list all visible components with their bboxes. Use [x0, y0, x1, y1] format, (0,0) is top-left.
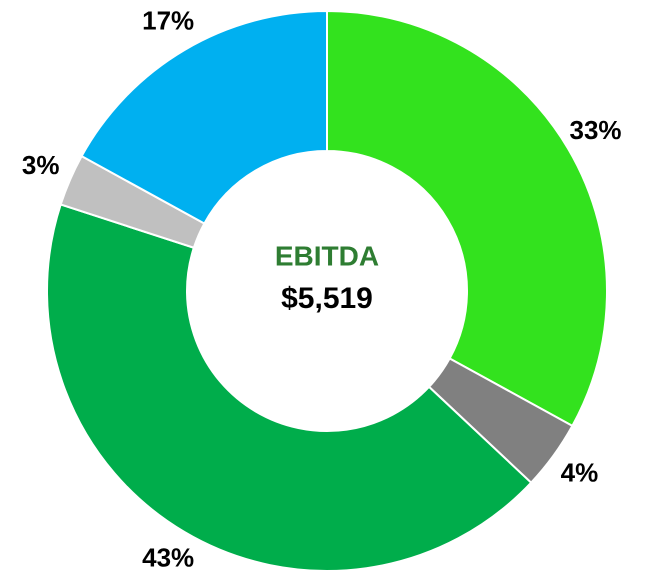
- data-label: 33%: [570, 115, 622, 145]
- slices: [46, 9, 608, 571]
- donut-slice: [326, 9, 608, 428]
- data-label: 43%: [142, 542, 194, 571]
- center-title: EBITDA: [275, 240, 379, 271]
- data-label: 17%: [142, 5, 194, 35]
- data-label: 4%: [561, 457, 599, 487]
- data-label: 3%: [22, 150, 60, 180]
- donut-slice: [80, 9, 328, 225]
- center-value: $5,519: [281, 282, 373, 315]
